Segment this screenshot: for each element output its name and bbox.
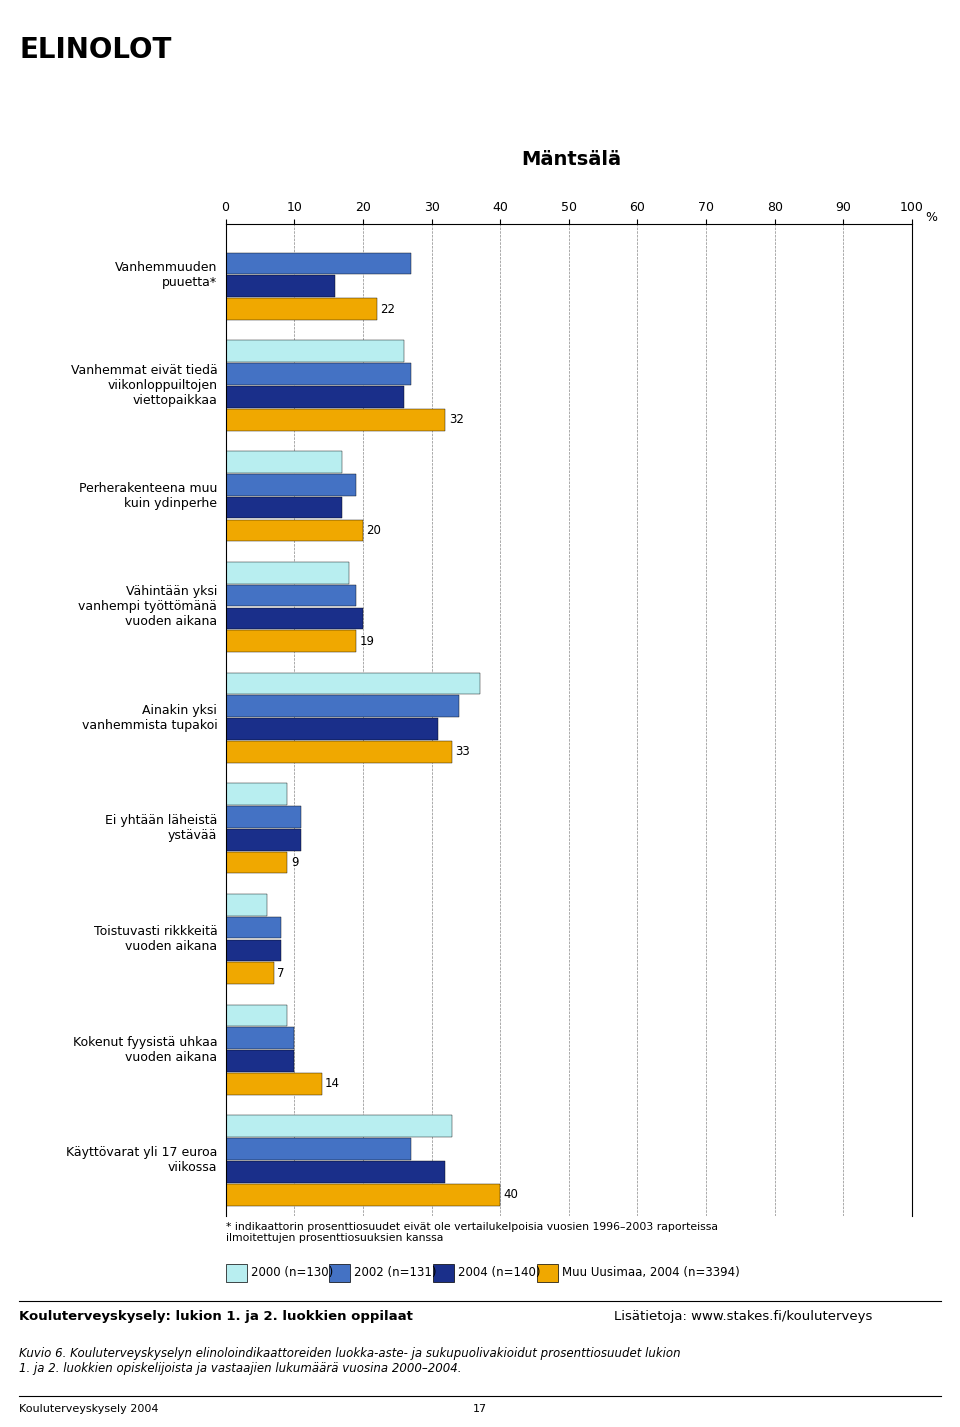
- Text: 40: 40: [504, 1189, 518, 1202]
- Bar: [226, 1073, 322, 1095]
- Bar: [226, 497, 343, 518]
- Text: 9: 9: [291, 856, 299, 869]
- Text: 7: 7: [277, 966, 284, 980]
- Bar: [226, 939, 280, 962]
- Bar: [226, 410, 445, 431]
- Text: 32: 32: [448, 414, 464, 427]
- Bar: [226, 341, 404, 362]
- Bar: [226, 1050, 294, 1072]
- Text: 2000 (n=130): 2000 (n=130): [251, 1266, 333, 1280]
- Text: 14: 14: [325, 1077, 340, 1090]
- Text: 2002 (n=131): 2002 (n=131): [354, 1266, 437, 1280]
- Text: ELINOLOT: ELINOLOT: [19, 36, 172, 64]
- Bar: [226, 1162, 445, 1183]
- Bar: [226, 741, 452, 762]
- Text: Kouluterveyskysely 2004: Kouluterveyskysely 2004: [19, 1404, 158, 1414]
- Bar: [226, 1027, 294, 1049]
- Text: Mäntsälä: Mäntsälä: [521, 150, 621, 168]
- Bar: [226, 451, 343, 472]
- Bar: [226, 519, 363, 541]
- Bar: [226, 695, 459, 718]
- Bar: [226, 672, 480, 695]
- Text: 33: 33: [456, 745, 470, 758]
- Bar: [226, 474, 356, 495]
- Bar: [226, 1184, 500, 1206]
- Bar: [226, 1139, 411, 1160]
- Text: 22: 22: [380, 303, 396, 315]
- Bar: [226, 298, 376, 320]
- Bar: [226, 893, 267, 916]
- Text: * indikaattorin prosenttiosuudet eivät ole vertailukelpoisia vuosien 1996–2003 r: * indikaattorin prosenttiosuudet eivät o…: [226, 1222, 718, 1243]
- Bar: [226, 631, 356, 652]
- Bar: [226, 1005, 287, 1026]
- Bar: [226, 829, 301, 850]
- Bar: [226, 783, 287, 805]
- Bar: [226, 962, 274, 985]
- Bar: [226, 585, 356, 606]
- Text: 2004 (n=140): 2004 (n=140): [458, 1266, 540, 1280]
- Bar: [226, 718, 439, 739]
- Bar: [226, 562, 349, 584]
- Text: 17: 17: [473, 1404, 487, 1414]
- Bar: [226, 852, 287, 873]
- Text: Kuvio 6. Kouluterveyskyselyn elinoloindikaattoreiden luokka-aste- ja sukupuoliva: Kuvio 6. Kouluterveyskyselyn elinoloindi…: [19, 1347, 681, 1376]
- Text: 19: 19: [359, 635, 374, 648]
- Bar: [226, 916, 280, 939]
- Bar: [226, 1116, 452, 1137]
- Bar: [226, 608, 363, 629]
- Bar: [226, 253, 411, 274]
- Text: 20: 20: [367, 524, 381, 537]
- Bar: [226, 364, 411, 385]
- Text: Lisätietoja: www.stakes.fi/kouluterveys: Lisätietoja: www.stakes.fi/kouluterveys: [614, 1310, 873, 1323]
- Bar: [226, 806, 301, 828]
- Bar: [226, 275, 335, 297]
- Text: Muu Uusimaa, 2004 (n=3394): Muu Uusimaa, 2004 (n=3394): [562, 1266, 739, 1280]
- Text: %: %: [925, 211, 938, 224]
- Bar: [226, 387, 404, 408]
- Text: Kouluterveyskysely: lukion 1. ja 2. luokkien oppilaat: Kouluterveyskysely: lukion 1. ja 2. luok…: [19, 1310, 413, 1323]
